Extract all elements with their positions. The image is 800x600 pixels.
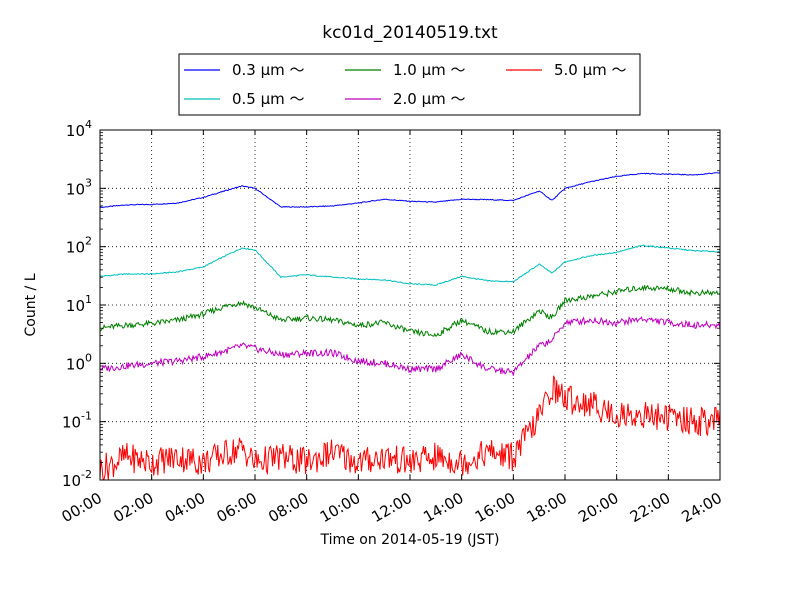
chart-title: kc01d_20140519.txt — [322, 23, 498, 43]
series-line — [100, 244, 720, 286]
x-axis-label: Time on 2014-05-19 (JST) — [320, 532, 500, 548]
legend-frame — [178, 53, 641, 116]
legend-entry-label: 0.5 μm ～ — [232, 90, 305, 108]
series-line — [100, 316, 720, 376]
y-tick-label: 102 — [66, 235, 92, 257]
series-line — [100, 284, 720, 337]
series-line — [100, 172, 720, 209]
legend-entry-label: 5.0 μm ～ — [554, 61, 627, 79]
y-tick-label: 10-2 — [62, 468, 92, 490]
y-tick-label: 101 — [66, 293, 92, 315]
legend-entry-label: 2.0 μm ～ — [393, 90, 466, 108]
legend-entry-label: 1.0 μm ～ — [393, 61, 466, 79]
y-tick-label: 10-1 — [62, 410, 92, 432]
y-tick-label: 100 — [66, 351, 92, 373]
legend-entry-label: 0.3 μm ～ — [232, 61, 305, 79]
series-line — [100, 375, 720, 480]
y-axis-label: Count / L — [23, 273, 39, 336]
legend: 0.3 μm ～ 0.5 μm ～ 1.0 μm ～ 2.0 μm ～ 5.0 μm ～ — [178, 53, 641, 116]
plot-area: 00:00 02:00 04:00 06:00 08:00 10:00 12:00 14:00… — [59, 118, 725, 526]
y-tick-label: 104 — [66, 118, 92, 140]
y-tick-label: 103 — [66, 176, 92, 198]
